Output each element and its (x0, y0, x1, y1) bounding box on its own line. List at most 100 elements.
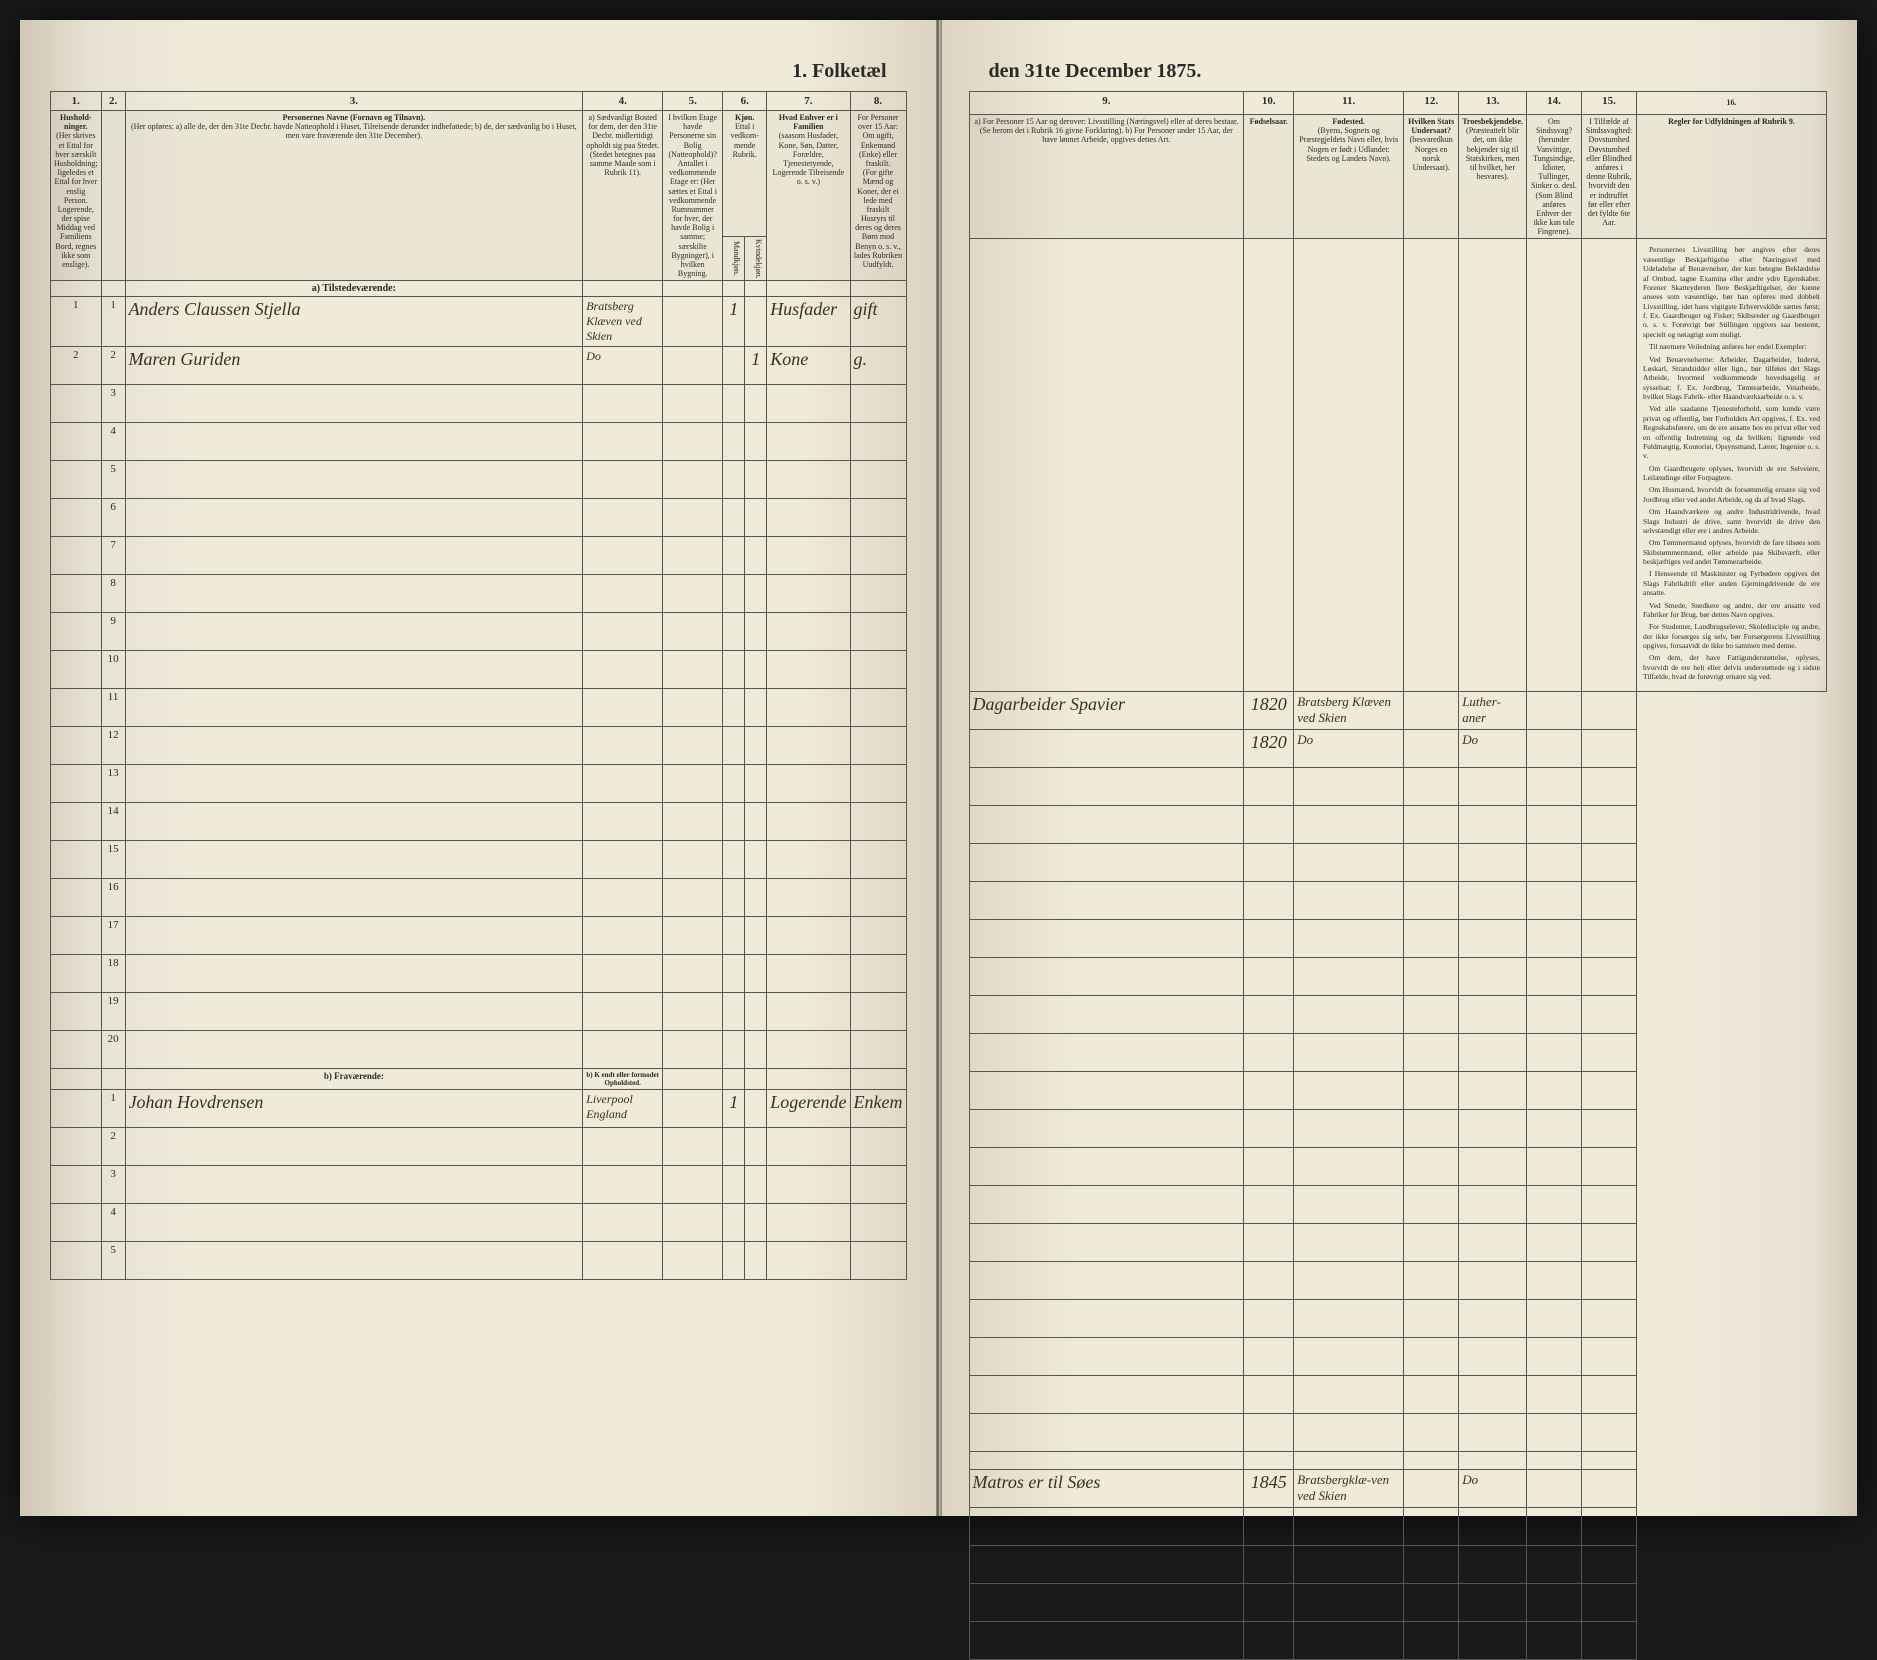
cell-c10 (1244, 957, 1294, 995)
cell-name (125, 841, 583, 879)
cell-c13: Do (1459, 1469, 1527, 1507)
row-num: 12 (101, 727, 125, 765)
cell-c14 (1527, 1109, 1582, 1147)
cell-name (125, 1242, 583, 1280)
cell-c6b (745, 765, 767, 803)
row-hh (51, 575, 102, 613)
col-12-header: Hvilken Stats Undersaat?(besvaredkun Nor… (1404, 115, 1459, 239)
cell-c13 (1459, 1507, 1527, 1545)
cell-c8 (850, 1031, 906, 1069)
cell-c14 (1527, 995, 1582, 1033)
cell-c5 (663, 841, 723, 879)
section-absent: b) Fraværende: b) K endt eller formodet … (51, 1069, 907, 1090)
cell-c7 (767, 955, 850, 993)
cell-c12 (1404, 767, 1459, 805)
cell-c10 (1244, 1545, 1294, 1583)
absent-label: b) Fraværende: (125, 1069, 583, 1090)
cell-c10 (1244, 1299, 1294, 1337)
row-num: 8 (101, 575, 125, 613)
row-hh (51, 613, 102, 651)
table-row: 9 (51, 613, 907, 651)
cell-c8 (850, 879, 906, 917)
cell-c5 (663, 917, 723, 955)
row-hh (51, 499, 102, 537)
row-hh: 1 (51, 297, 102, 347)
cell-c11 (1294, 1147, 1404, 1185)
cell-c15 (1582, 1185, 1637, 1223)
cell-c12 (1404, 919, 1459, 957)
table-row (969, 1261, 1827, 1299)
cell-c8 (850, 385, 906, 423)
cell-c12 (1404, 1147, 1459, 1185)
cell-c7: Husfader (767, 297, 850, 347)
cell-c6a: 1 (723, 1090, 745, 1128)
cell-c9 (969, 1621, 1244, 1659)
cell-c12 (1404, 1261, 1459, 1299)
cell-c11 (1294, 1337, 1404, 1375)
cell-c13 (1459, 957, 1527, 995)
cell-c7 (767, 689, 850, 727)
col-num-row: 1. 2. 3. 4. 5. 6. 7. 8. (51, 92, 907, 111)
cell-c13 (1459, 767, 1527, 805)
cell-c15 (1582, 1413, 1637, 1451)
cell-c8 (850, 613, 906, 651)
cell-c12 (1404, 1223, 1459, 1261)
cell-c6b (745, 727, 767, 765)
table-row (969, 1109, 1827, 1147)
cell-name (125, 1204, 583, 1242)
cell-c12 (1404, 957, 1459, 995)
table-row: 18 (51, 955, 907, 993)
cell-c4 (583, 955, 663, 993)
col-6-num: 6. (723, 92, 767, 111)
rules-paragraph: Til nærmere Veiledning anføres her endel… (1643, 342, 1820, 351)
row-num: 11 (101, 689, 125, 727)
cell-c6b (745, 1128, 767, 1166)
table-row: 17 (51, 917, 907, 955)
col-1-header: Hushold-ninger.(Her skrives et Ettal for… (51, 111, 102, 281)
cell-c4 (583, 765, 663, 803)
table-row (969, 767, 1827, 805)
cell-name: Anders Claussen Stjella (125, 297, 583, 347)
cell-name (125, 803, 583, 841)
cell-c10 (1244, 767, 1294, 805)
cell-c14 (1527, 1223, 1582, 1261)
cell-c15 (1582, 1337, 1637, 1375)
cell-c6a (723, 423, 745, 461)
cell-c5 (663, 955, 723, 993)
cell-c5 (663, 689, 723, 727)
row-hh (51, 803, 102, 841)
table-row: 7 (51, 537, 907, 575)
table-row: 8 (51, 575, 907, 613)
row-num: 13 (101, 765, 125, 803)
cell-c9 (969, 805, 1244, 843)
cell-c14 (1527, 1337, 1582, 1375)
row-hh (51, 1204, 102, 1242)
cell-c15 (1582, 843, 1637, 881)
cell-c4: Bratsberg Klæven ved Skien (583, 297, 663, 347)
rules-paragraph: Om Husmænd, hvorvidt de forsømmelig ernæ… (1643, 485, 1820, 504)
cell-c6b (745, 993, 767, 1031)
row-num: 4 (101, 1204, 125, 1242)
cell-c6a (723, 347, 745, 385)
cell-c6b (745, 917, 767, 955)
cell-c8 (850, 993, 906, 1031)
col-5-header: I hvilken Etage havde Personerne sin Bol… (663, 111, 723, 281)
cell-c12 (1404, 1109, 1459, 1147)
cell-c4 (583, 651, 663, 689)
table-row: 2 (51, 1128, 907, 1166)
cell-c5 (663, 1204, 723, 1242)
cell-c6b (745, 955, 767, 993)
present-label: a) Tilstedeværende: (125, 281, 583, 297)
cell-c6a (723, 537, 745, 575)
cell-c5 (663, 537, 723, 575)
cell-c9 (969, 1147, 1244, 1185)
cell-c15 (1582, 1299, 1637, 1337)
cell-c14 (1527, 881, 1582, 919)
col-3-header: Personernes Navne (Fornavn og Tilnavn).(… (125, 111, 583, 281)
cell-c13 (1459, 1337, 1527, 1375)
cell-c4 (583, 461, 663, 499)
cell-c15 (1582, 729, 1637, 767)
cell-c6b (745, 575, 767, 613)
row-hh (51, 841, 102, 879)
col-2-num: 2. (101, 92, 125, 111)
